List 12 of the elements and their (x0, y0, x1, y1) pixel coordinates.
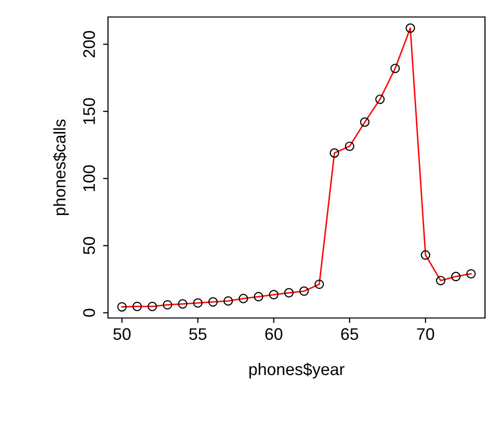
y-tick-label: 50 (83, 237, 95, 254)
y-tick-label: 100 (83, 165, 95, 192)
y-axis-title: phones$calls (53, 119, 69, 216)
x-tick-label: 50 (113, 328, 131, 340)
x-tick-label: 60 (265, 328, 282, 340)
y-tick-label: 150 (83, 98, 95, 124)
x-tick-label: 55 (189, 328, 206, 340)
x-tick-label: 65 (341, 328, 358, 340)
y-tick-label: 0 (83, 308, 95, 317)
x-tick-label: 70 (417, 328, 434, 340)
y-tick-label: 200 (83, 31, 95, 58)
x-axis-title: phones$year (249, 362, 344, 378)
